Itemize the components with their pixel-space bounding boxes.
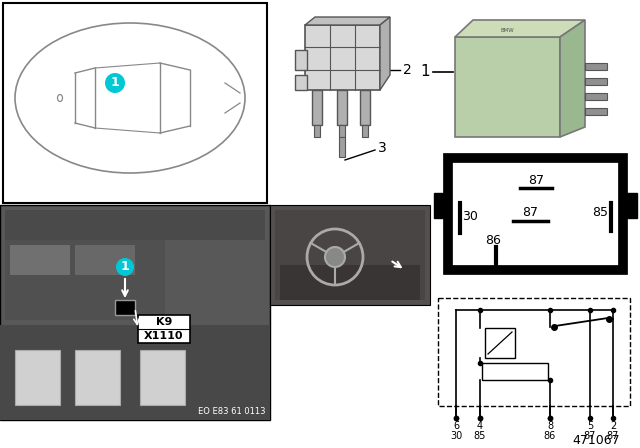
- Polygon shape: [380, 17, 390, 90]
- Bar: [5, 210, 265, 240]
- Polygon shape: [305, 17, 390, 25]
- Bar: [337, 90, 347, 125]
- Text: 1: 1: [120, 260, 129, 273]
- Bar: [0, 325, 270, 420]
- Bar: [5, 240, 165, 320]
- Bar: [585, 93, 607, 100]
- Circle shape: [116, 258, 134, 276]
- Text: 86: 86: [544, 431, 556, 441]
- Text: 30: 30: [450, 431, 462, 441]
- Bar: [485, 328, 515, 358]
- Bar: [339, 125, 345, 137]
- Bar: [360, 90, 370, 125]
- Bar: [312, 90, 322, 125]
- Bar: [455, 37, 560, 137]
- Text: 87: 87: [522, 207, 538, 220]
- Bar: [623, 193, 637, 218]
- Bar: [339, 137, 345, 157]
- Circle shape: [325, 247, 345, 267]
- Bar: [362, 125, 368, 137]
- Text: BMW: BMW: [500, 27, 514, 33]
- Text: 3: 3: [378, 141, 387, 155]
- Text: 86: 86: [485, 233, 501, 246]
- Bar: [75, 350, 120, 405]
- Bar: [10, 245, 70, 275]
- Text: 1: 1: [420, 65, 430, 79]
- Bar: [270, 205, 430, 305]
- Bar: [138, 315, 190, 343]
- Bar: [305, 25, 380, 90]
- Text: 87: 87: [584, 431, 596, 441]
- Text: 2: 2: [610, 421, 616, 431]
- Bar: [295, 50, 307, 70]
- Text: 85: 85: [474, 431, 486, 441]
- Bar: [314, 125, 320, 137]
- Circle shape: [105, 73, 125, 93]
- Text: X1110: X1110: [144, 331, 184, 341]
- Text: 5: 5: [587, 421, 593, 431]
- Bar: [434, 193, 448, 218]
- Text: 4: 4: [477, 421, 483, 431]
- Bar: [438, 298, 630, 406]
- Bar: [585, 108, 607, 115]
- Text: 8: 8: [547, 421, 553, 431]
- Text: K9: K9: [156, 317, 172, 327]
- Bar: [585, 63, 607, 70]
- Text: 85: 85: [592, 207, 608, 220]
- Bar: [75, 245, 135, 275]
- Bar: [0, 205, 270, 420]
- Text: 30: 30: [462, 210, 478, 223]
- Text: 6: 6: [453, 421, 459, 431]
- Bar: [448, 158, 623, 270]
- Bar: [3, 3, 267, 203]
- Text: 2: 2: [403, 63, 412, 77]
- Text: EO E83 61 0113: EO E83 61 0113: [198, 408, 265, 417]
- Bar: [275, 210, 425, 300]
- Bar: [0, 205, 270, 420]
- Text: 1: 1: [111, 77, 120, 90]
- Polygon shape: [560, 20, 585, 137]
- Bar: [295, 75, 307, 90]
- Polygon shape: [455, 20, 585, 37]
- Bar: [585, 78, 607, 85]
- Bar: [482, 363, 548, 380]
- Text: 87: 87: [607, 431, 619, 441]
- Bar: [140, 350, 185, 405]
- Bar: [280, 265, 420, 300]
- Text: 87: 87: [528, 173, 544, 186]
- Text: 471067: 471067: [572, 434, 620, 447]
- Bar: [15, 350, 60, 405]
- Bar: [115, 300, 135, 315]
